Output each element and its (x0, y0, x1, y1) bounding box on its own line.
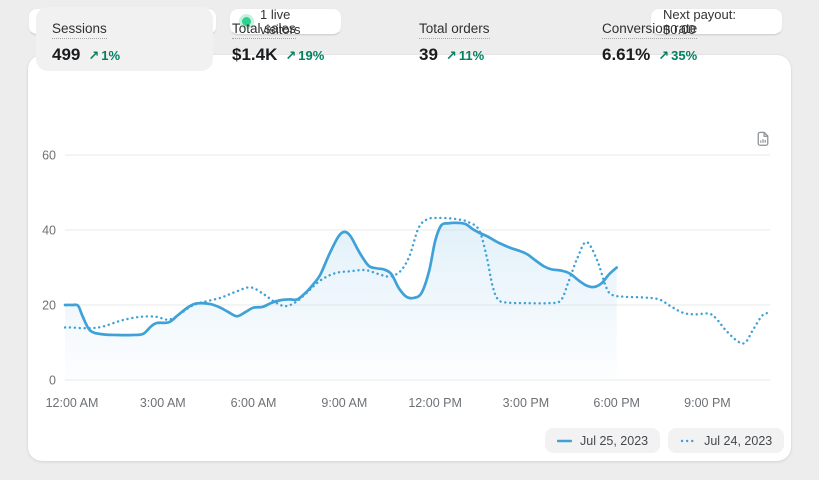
next-payout-label: Next payout: $0.00 (663, 6, 736, 37)
metric-delta-value: 1% (101, 48, 121, 63)
legend-dotted-line-icon (680, 439, 696, 443)
metric-delta: ↗ 35% (658, 48, 697, 64)
metric-value: 499 (52, 45, 81, 64)
live-visitors-label: 1 live visitors (260, 6, 301, 37)
live-visitors-badge[interactable]: 1 live visitors (229, 6, 342, 37)
view-report-button[interactable] (752, 128, 774, 150)
metric-tab-conversion-rate[interactable]: Conversion rate 6.61% ↗ 35% (586, 7, 763, 71)
metric-value: $1.4K (232, 45, 278, 64)
metric-tab-sessions[interactable]: Sessions 499 ↗ 1% (36, 7, 213, 71)
trend-up-arrow-icon: ↗ (658, 48, 670, 63)
legend-solid-line-icon (557, 439, 572, 443)
legend-item-jul-24: Jul 24, 2023 (668, 428, 785, 453)
metric-label: Conversion rate (602, 21, 698, 39)
metric-delta: ↗ 19% (285, 48, 324, 64)
metric-label: Sessions (52, 21, 107, 39)
metric-tab-total-sales[interactable]: Total sales $1.4K ↗ 19% (216, 7, 393, 71)
metric-delta: ↗ 1% (88, 48, 120, 64)
trend-up-arrow-icon: ↗ (445, 48, 457, 63)
legend-label: Jul 24, 2023 (704, 433, 773, 448)
metric-value: 6.61% (602, 45, 651, 64)
metric-value: 39 (419, 45, 438, 64)
metric-delta-value: 35% (671, 48, 698, 63)
metric-delta-value: 19% (298, 48, 325, 63)
live-indicator-dot-icon (242, 17, 251, 26)
analytics-card (28, 55, 791, 461)
legend-label: Jul 25, 2023 (580, 433, 649, 448)
trend-up-arrow-icon: ↗ (88, 48, 100, 63)
report-document-icon (754, 130, 772, 148)
metric-delta: ↗ 11% (446, 48, 484, 64)
metric-tab-total-orders[interactable]: Total orders 39 ↗ 11% (403, 7, 580, 71)
metric-delta-value: 11% (458, 48, 485, 63)
legend-item-jul-25: Jul 25, 2023 (545, 428, 661, 453)
metric-label: Total orders (419, 21, 490, 39)
next-payout-button[interactable]: Next payout: $0.00 (650, 6, 783, 37)
metric-label: Total sales (232, 21, 296, 39)
chart-legend: Jul 25, 2023 Jul 24, 2023 (545, 428, 785, 453)
trend-up-arrow-icon: ↗ (285, 48, 297, 63)
